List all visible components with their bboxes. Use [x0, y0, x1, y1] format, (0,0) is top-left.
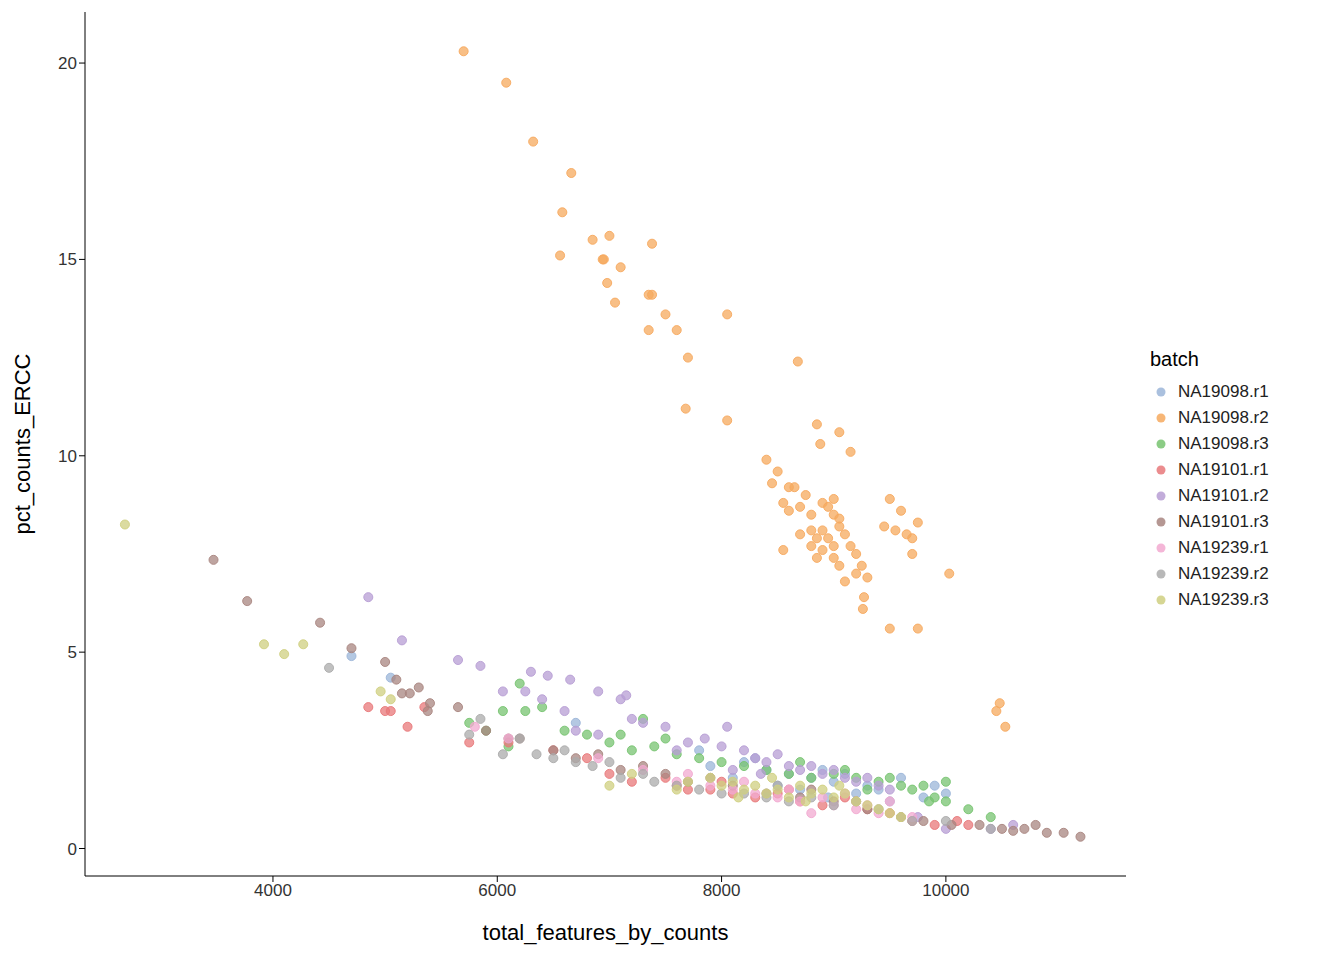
- svg-text:20: 20: [58, 54, 77, 73]
- html-text:NA19098.r2: NA19098.r2: [1178, 407, 1269, 427]
- html-text:NA19239.r1: NA19239.r1: [1178, 537, 1269, 557]
- html-text:batch: batch: [1150, 347, 1199, 370]
- svg-text:10: 10: [58, 447, 77, 466]
- html-text:NA19239.r3: NA19239.r3: [1178, 589, 1269, 609]
- html-text:NA19239.r2: NA19239.r2: [1178, 563, 1269, 583]
- svg-text:5: 5: [68, 643, 77, 662]
- svg-text:4000: 4000: [254, 881, 292, 900]
- html-text:NA19101.r2: NA19101.r2: [1178, 485, 1269, 505]
- html-text:NA19098.r3: NA19098.r3: [1178, 433, 1269, 453]
- html-text:NA19101.r3: NA19101.r3: [1178, 511, 1269, 531]
- svg-text:10000: 10000: [922, 881, 969, 900]
- html-text:NA19101.r1: NA19101.r1: [1178, 459, 1269, 479]
- svg-text:total_features_by_counts: total_features_by_counts: [483, 920, 729, 945]
- svg-text:8000: 8000: [703, 881, 741, 900]
- svg-text:6000: 6000: [478, 881, 516, 900]
- svg-text:15: 15: [58, 250, 77, 269]
- svg-text:pct_counts_ERCC: pct_counts_ERCC: [10, 353, 35, 534]
- html-text:NA19098.r1: NA19098.r1: [1178, 381, 1269, 401]
- svg-text:0: 0: [68, 840, 77, 859]
